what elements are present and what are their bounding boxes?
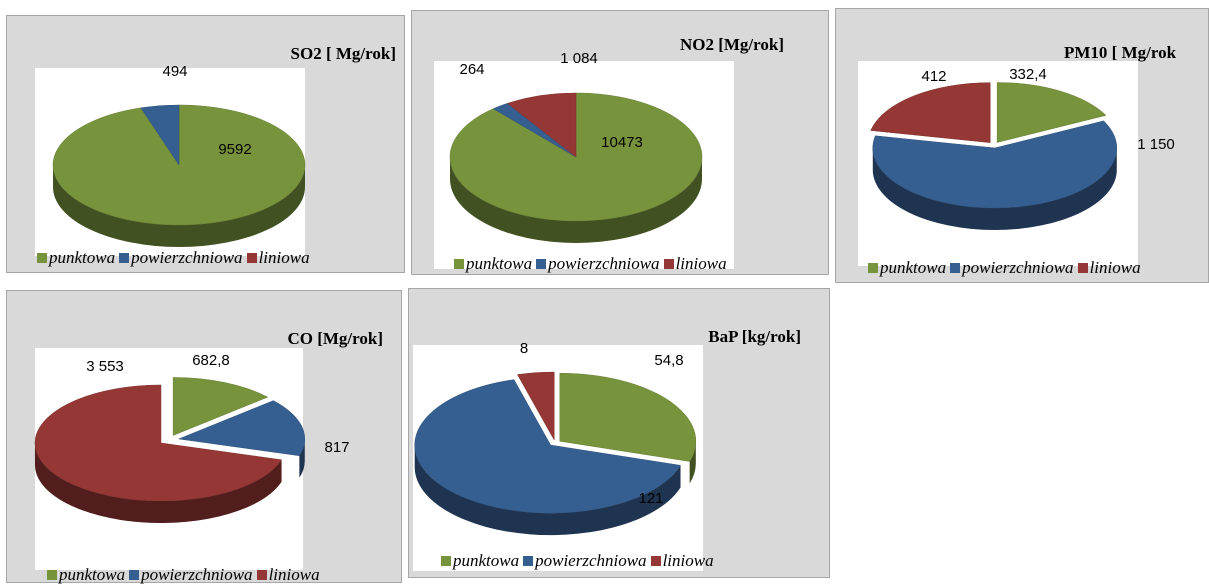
pie-slice-punktowa [996,82,1107,143]
legend-swatch [868,263,878,273]
legend-swatch [650,556,661,566]
pie-slice-liniowa [506,92,577,158]
legend-item-liniowa: liniowa [663,254,727,274]
pie-slice-punktowa [172,377,269,436]
legend-item-liniowa: liniowa [246,248,310,268]
pie-slice-powierzchniowa [872,120,1118,209]
chart-panel-bap: BaP [kg/rok] 54,8 121 8 punktowa powierzch… [408,288,830,578]
legend-swatch [246,253,257,263]
legend-item-liniowa: liniowa [1077,258,1141,278]
legend-label: powierzchniowa [962,258,1074,277]
legend-label: punktowa [880,258,947,277]
chart-panel-pm10: PM10 [ Mg/rok 332,4 1 150 412 punktowa pow… [835,8,1209,283]
legend-item-powierzchniowa: powierzchniowa [129,565,253,585]
chart-legend: punktowa powierzchniowa liniowa [441,551,718,571]
legend-swatch [256,570,267,580]
pie-slice-side [299,438,305,478]
legend-swatch [454,259,464,269]
legend-label: powierzchniowa [535,551,647,570]
legend-swatch [523,556,534,566]
pie-chart: 54,8 121 8 [414,340,697,536]
legend-label: liniowa [268,565,320,584]
pie-slice-side [414,445,681,536]
pie-slice-powierzchniowa [177,400,306,457]
legend-label: liniowa [662,551,714,570]
legend-label: punktowa [49,248,116,267]
pie-chart: 332,4 1 150 412 [870,66,1175,230]
data-label-punktowa: 332,4 [1009,66,1047,83]
chart-legend: punktowa powierzchniowa liniowa [454,254,731,274]
legend-label: liniowa [1089,258,1141,277]
pie-slice-liniowa [517,371,555,441]
legend-label: powierzchniowa [141,565,253,584]
chart-panel-so2: SO2 [ Mg/rok] 9592 494 punktowa powierzch… [6,15,405,273]
pie-slice-powierzchniowa [140,104,180,166]
chart-legend: punktowa powierzchniowa liniowa [47,565,324,585]
legend-swatch [47,570,57,580]
legend-swatch [950,263,961,273]
legend-item-powierzchniowa: powierzchniowa [950,258,1074,278]
legend-label: powierzchniowa [131,248,243,267]
legend-swatch [1077,263,1088,273]
chart-panel-co: CO [Mg/rok] 682,8 817 3 553 punktowa powie… [6,290,402,585]
pie-chart: 9592 494 [52,63,306,247]
legend-label: punktowa [453,551,520,570]
legend-item-punktowa: punktowa [37,248,115,268]
legend-label: punktowa [466,254,533,273]
legend-swatch [119,253,130,263]
pie-slice-liniowa [34,384,282,502]
pie-slice-powierzchniowa [414,379,681,514]
chart-title: CO [Mg/rok] [287,329,383,348]
chart-panel-no2: NO2 [Mg/rok] 10473 264 1 084 punktowa powi… [411,10,829,275]
legend-item-liniowa: liniowa [650,551,714,571]
data-label-powierzchniowa: 494 [162,63,187,80]
legend-item-powierzchniowa: powierzchniowa [119,248,243,268]
legend-item-liniowa: liniowa [256,565,320,585]
chart-title: BaP [kg/rok] [708,327,801,346]
legend-swatch [663,259,674,269]
data-label-liniowa: 8 [520,340,528,357]
data-label-liniowa: 1 084 [560,50,598,67]
data-label-punktowa: 9592 [218,141,251,158]
legend-item-punktowa: punktowa [868,258,946,278]
legend-label: powierzchniowa [548,254,660,273]
legend-item-punktowa: punktowa [441,551,519,571]
legend-swatch [441,556,451,566]
legend-label: liniowa [675,254,727,273]
pie-slice-punktowa [559,372,697,462]
chart-title: SO2 [ Mg/rok] [290,44,396,63]
legend-item-powierzchniowa: powierzchniowa [536,254,660,274]
data-label-liniowa: 3 553 [86,358,124,375]
pie-slice-side [53,165,305,247]
pie-chart: 682,8 817 3 553 [34,352,350,523]
data-label-punktowa: 10473 [601,134,643,151]
pie-slice-side [34,442,282,523]
pie-slice-side [872,147,1117,230]
data-label-powierzchniowa: 1 150 [1137,136,1175,153]
chart-legend: punktowa powierzchniowa liniowa [868,258,1145,278]
data-label-liniowa: 412 [921,68,946,85]
data-label-punktowa: 682,8 [192,352,230,369]
pie-slice-liniowa [870,82,991,143]
legend-swatch [37,253,47,263]
data-label-powierzchniowa: 121 [638,490,663,507]
legend-item-punktowa: punktowa [47,565,125,585]
chart-title: NO2 [Mg/rok] [679,35,784,54]
legend-item-powierzchniowa: powierzchniowa [523,551,647,571]
legend-label: punktowa [59,565,126,584]
legend-swatch [129,570,140,580]
chart-title: PM10 [ Mg/rok [1064,43,1177,62]
data-label-punktowa: 54,8 [654,352,683,369]
chart-legend: punktowa powierzchniowa liniowa [37,248,314,268]
legend-swatch [536,259,547,269]
data-label-powierzchniowa: 264 [459,61,484,78]
pie-chart: 10473 264 1 084 [449,50,703,243]
legend-label: liniowa [258,248,310,267]
legend-item-punktowa: punktowa [454,254,532,274]
pie-slice-side [450,157,702,243]
data-label-powierzchniowa: 817 [324,439,349,456]
